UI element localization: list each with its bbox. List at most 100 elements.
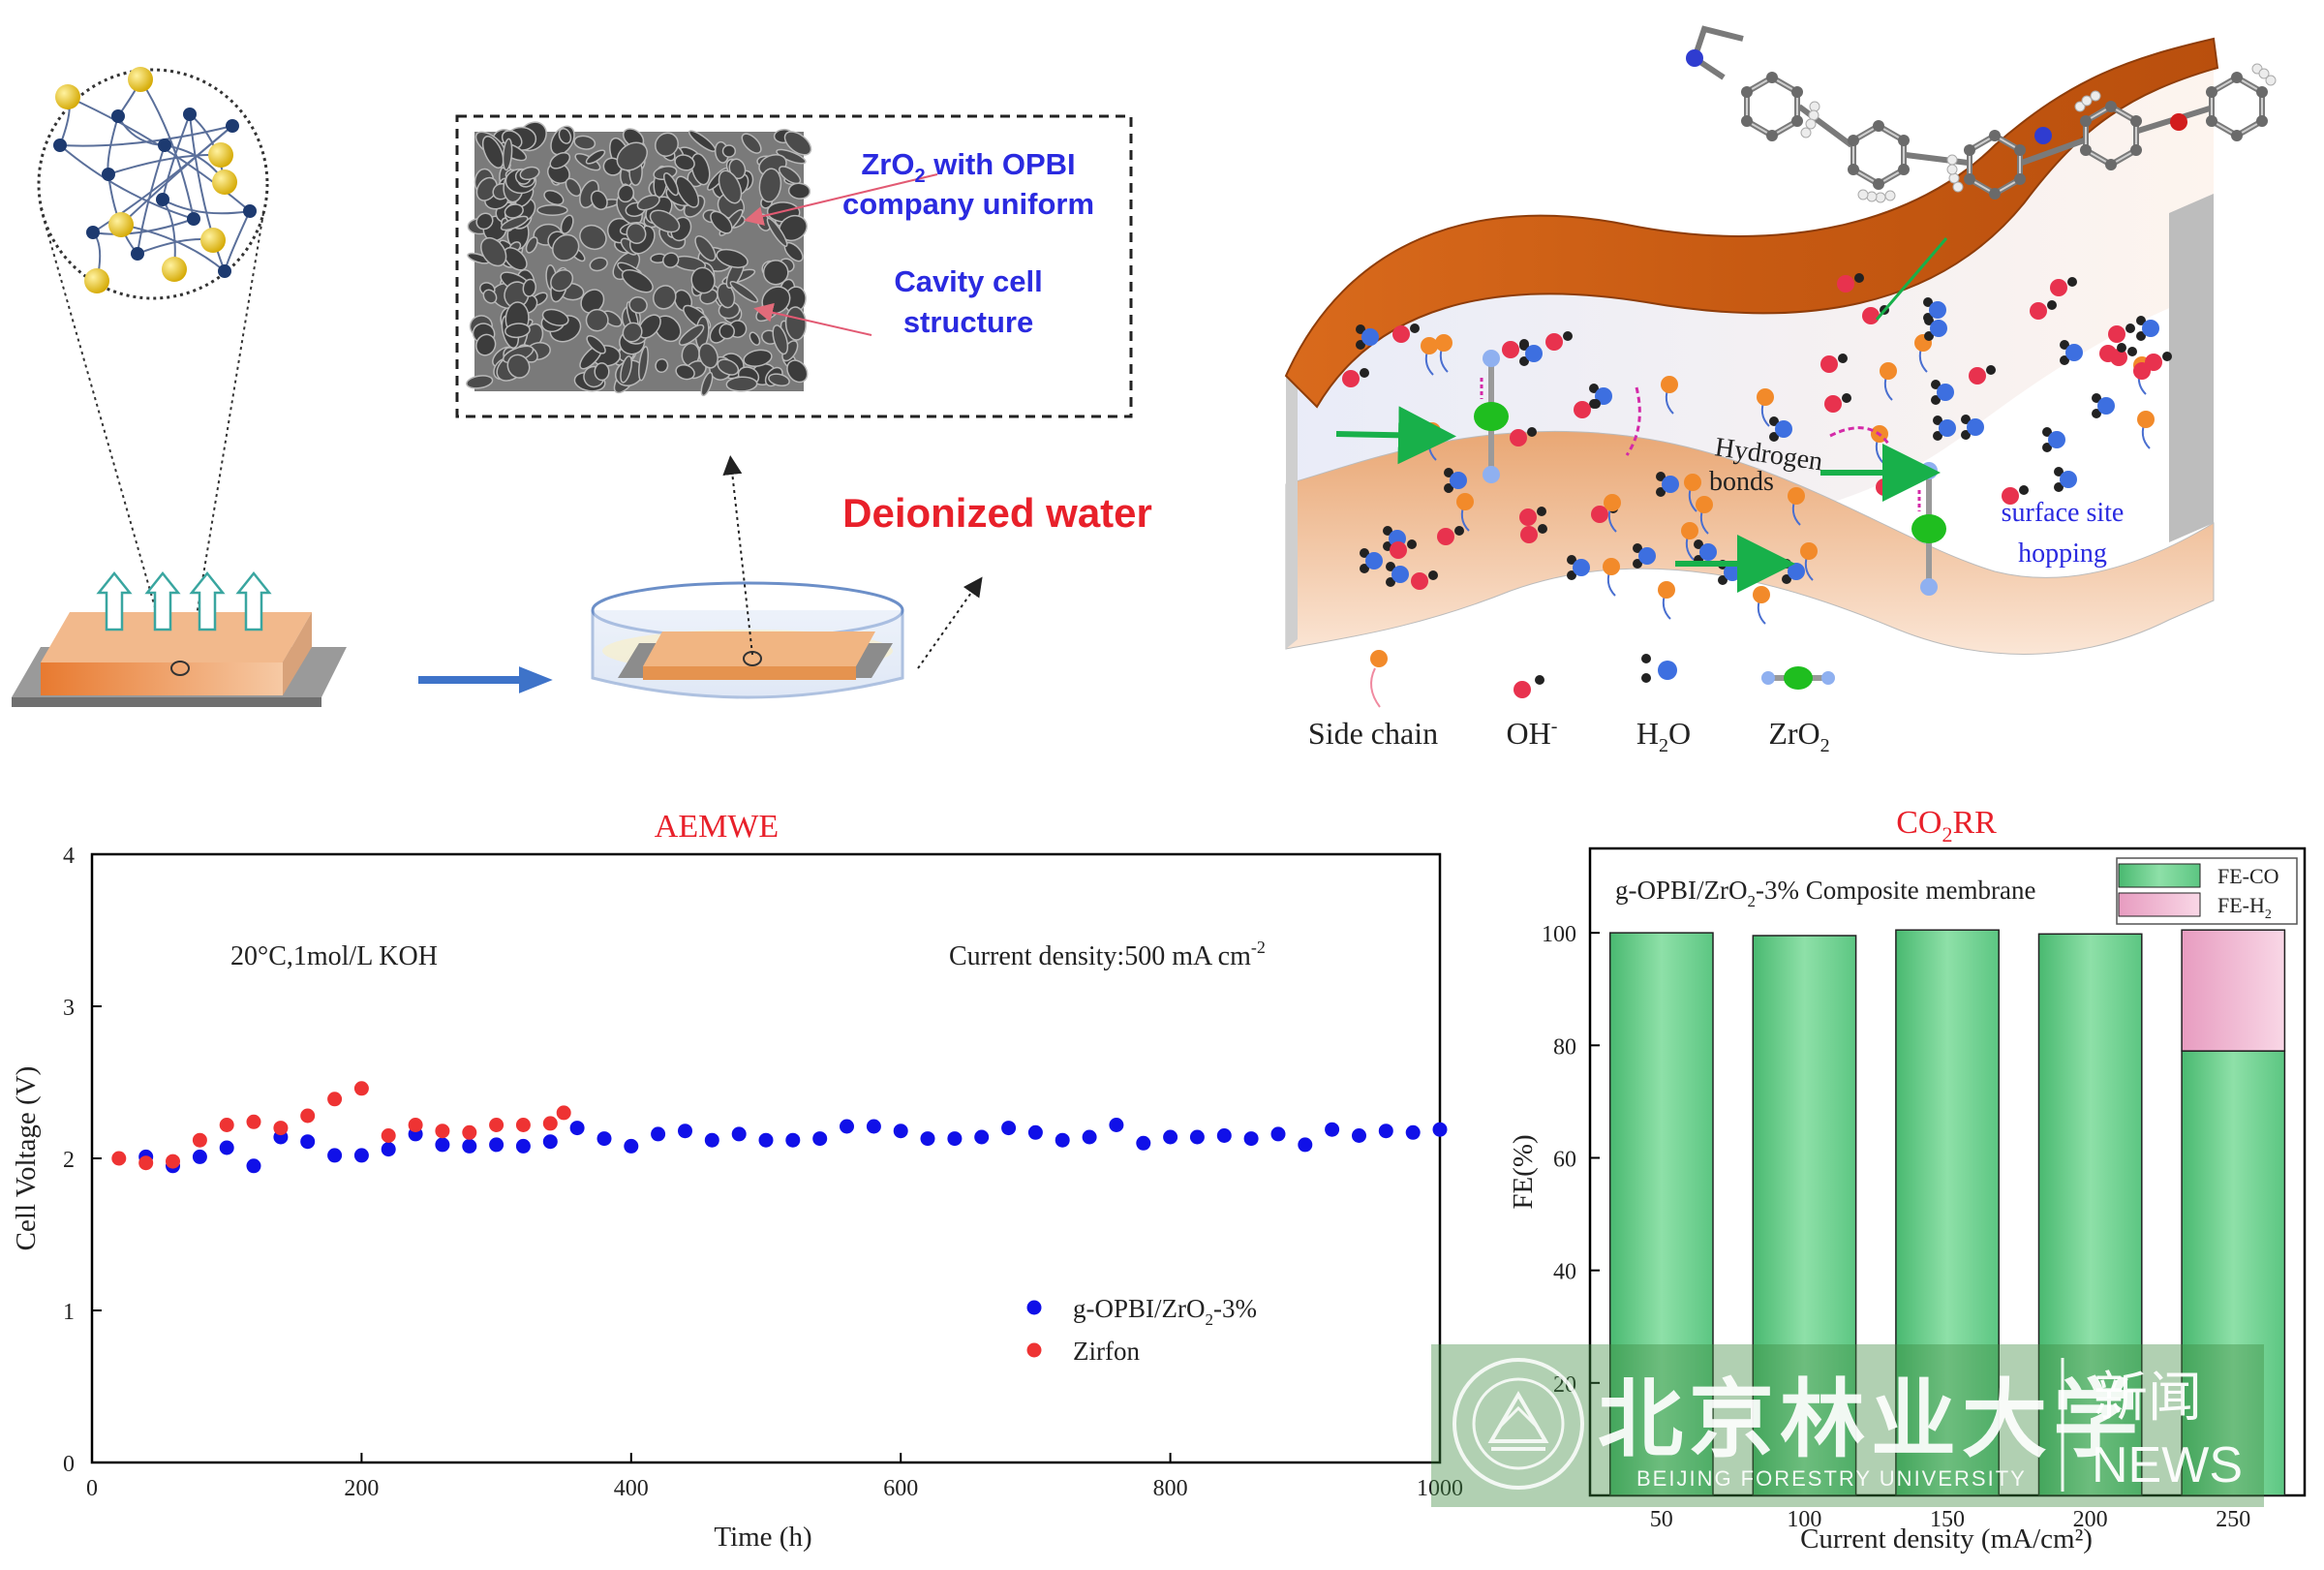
aemwe-chart: AEMWE 0 200 400 600 800 1000 0 1 2 3 4 20°C,1mol/L… xyxy=(11,809,1463,1553)
polymer-network xyxy=(53,67,257,293)
point-g-opbi xyxy=(219,1140,234,1155)
aromatic-ring-0 xyxy=(1744,74,1800,139)
water-dish xyxy=(591,455,983,699)
aemwe-legend: g-OPBI/ZrO2-3% Zirfon xyxy=(1026,1294,1257,1366)
carbon-atom xyxy=(1766,130,1778,141)
co2rr-legend: FE-CO FE-H2 xyxy=(2116,857,2298,925)
polymer-node xyxy=(158,139,171,152)
point-g-opbi xyxy=(1325,1122,1340,1137)
aemwe-ytick-label: 3 xyxy=(63,996,75,1021)
point-g-opbi xyxy=(1027,1124,1043,1140)
zro2-o xyxy=(1483,466,1500,483)
h2o-hydrogen xyxy=(2092,409,2101,418)
h2o-oxygen xyxy=(1638,547,1656,565)
carbon-atom xyxy=(2080,115,2092,127)
hydrogen-atom xyxy=(1948,172,1960,184)
point-zirfon xyxy=(192,1132,207,1148)
h2o-oxygen xyxy=(1391,566,1409,583)
point-zirfon xyxy=(166,1154,180,1169)
h2o-hydrogen xyxy=(1931,380,1941,389)
sem-pore xyxy=(716,248,749,268)
point-g-opbi xyxy=(1378,1124,1393,1139)
sem-pore xyxy=(482,289,498,304)
carbon-atom xyxy=(1989,188,2001,200)
h2o-oxygen xyxy=(1525,345,1543,362)
side-chain-head xyxy=(1603,558,1620,575)
h2o-oxygen xyxy=(2048,431,2065,448)
co2rr-xlabel: Current density (mA/cm²) xyxy=(1800,1524,2093,1555)
point-g-opbi xyxy=(731,1126,747,1142)
sem-label-1: ZrO2 with OPBI xyxy=(861,147,1075,187)
carbon-atom xyxy=(1964,144,1975,156)
zro2-o xyxy=(1483,350,1500,367)
point-g-opbi xyxy=(893,1124,908,1139)
aemwe-xtick-label: 0 xyxy=(86,1476,98,1501)
zro2-particle xyxy=(128,67,153,92)
carbon-atom xyxy=(1791,115,1803,127)
oh-hydrogen xyxy=(1986,365,1996,375)
sem-pore xyxy=(519,166,540,181)
h2o-hydrogen xyxy=(1933,416,1942,425)
bar-fe-h2 xyxy=(2181,929,2286,1052)
carbon-atom xyxy=(1898,135,1910,146)
h2o-hydrogen xyxy=(1694,539,1703,549)
sem-pore xyxy=(565,177,582,198)
oh-ion xyxy=(1862,307,1880,324)
oh-hydrogen xyxy=(1519,339,1529,349)
polymer-node xyxy=(218,264,231,278)
sem-pore xyxy=(758,168,782,203)
point-g-opbi xyxy=(974,1129,990,1145)
oh-ion xyxy=(1820,355,1838,373)
oh-hydrogen xyxy=(1407,539,1417,549)
aemwe-legend-1: g-OPBI/ZrO2-3% xyxy=(1073,1294,1257,1329)
point-zirfon xyxy=(408,1118,423,1132)
side-chain-head xyxy=(2137,411,2155,428)
co2rr-xtick-label: 200 xyxy=(2073,1507,2108,1532)
membrane-slab xyxy=(12,570,347,707)
point-g-opbi xyxy=(1136,1135,1151,1151)
molecule-bond xyxy=(1797,104,2211,166)
oh-hydrogen xyxy=(1428,570,1438,580)
sem-pore xyxy=(728,158,747,180)
carbon-atom xyxy=(2130,115,2142,127)
hydrogen-atom xyxy=(1875,192,1886,203)
hydrogen-atom xyxy=(1808,109,1819,121)
aemwe-xtick-label: 600 xyxy=(883,1476,918,1501)
point-g-opbi xyxy=(1405,1124,1421,1140)
carbon-atom xyxy=(2231,72,2243,83)
h2o-oxygen xyxy=(1724,564,1741,581)
co2rr-xtick-label: 50 xyxy=(1650,1507,1673,1532)
sem-pore xyxy=(766,217,788,247)
oh-ion xyxy=(1411,572,1428,590)
point-g-opbi xyxy=(353,1148,369,1163)
oh-ion xyxy=(1437,528,1454,545)
carbon-atom xyxy=(2256,86,2268,98)
h2o-hydrogen xyxy=(1567,570,1576,580)
particle-legend: Side chain OH- H2O ZrO2 xyxy=(1308,650,1835,756)
co2rr-ytick-label: 80 xyxy=(1553,1034,1576,1060)
oh-hydrogen xyxy=(1591,399,1601,409)
sem-panel: ZrO2 with OPBI company uniform Cavity ce… xyxy=(455,114,1133,418)
carbon-atom xyxy=(2105,159,2117,170)
oh-ion xyxy=(2002,487,2019,505)
sem-pore xyxy=(504,323,531,339)
hydrogen-atom xyxy=(2265,75,2277,86)
hydrogen-bonds-label-2: bonds xyxy=(1709,467,1774,497)
side-chain-head xyxy=(1604,494,1621,511)
h2o-hydrogen xyxy=(1386,577,1395,587)
sem-pore xyxy=(481,136,505,169)
network-link xyxy=(137,144,166,255)
sem-label-2: company uniform xyxy=(842,187,1094,221)
co2rr-bars xyxy=(1608,929,2286,1496)
oh-hydrogen xyxy=(1893,477,1903,486)
aemwe-xlabel: Time (h) xyxy=(714,1522,811,1553)
sem-pore xyxy=(552,233,580,262)
sem-pore xyxy=(638,346,649,382)
polymer-node xyxy=(183,108,197,121)
aemwe-ylabel: Cell Voltage (V) xyxy=(11,1066,42,1251)
ion-particles xyxy=(1342,273,2172,625)
zro2-particle xyxy=(84,268,109,293)
h2o-hydrogen xyxy=(1589,384,1599,393)
zro2-particle xyxy=(162,257,187,282)
